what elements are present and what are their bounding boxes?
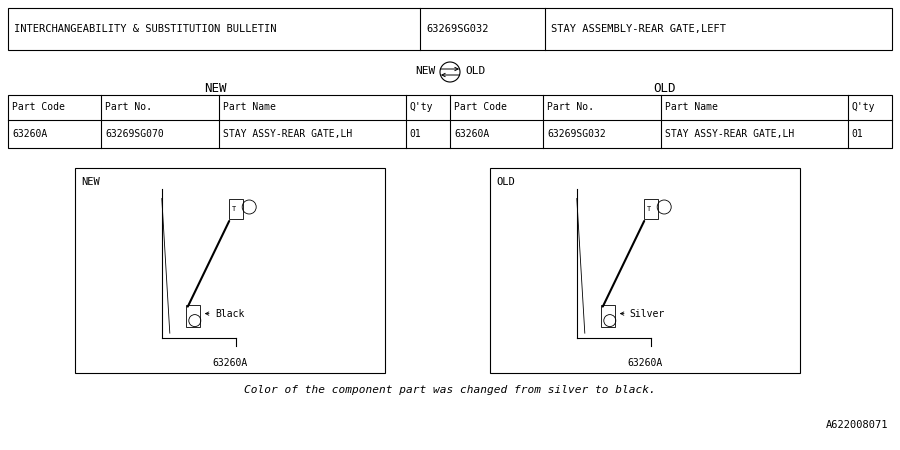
Text: T: T (647, 206, 652, 212)
Text: NEW: NEW (415, 66, 435, 76)
Text: 63269SG032: 63269SG032 (426, 24, 489, 34)
Bar (185, 305, 200, 327)
Text: STAY ASSY-REAR GATE,LH: STAY ASSY-REAR GATE,LH (223, 129, 353, 139)
Bar (601, 305, 615, 327)
Text: OLD: OLD (653, 81, 676, 94)
Text: 01: 01 (410, 129, 421, 139)
Text: Black: Black (215, 309, 244, 319)
Bar (490, 168, 800, 373)
Text: Part No.: Part No. (547, 103, 594, 112)
Text: 63269SG032: 63269SG032 (547, 129, 606, 139)
Text: Part Name: Part Name (223, 103, 276, 112)
Text: Part Code: Part Code (12, 103, 65, 112)
Bar (230, 199, 243, 219)
Text: 63260A: 63260A (627, 358, 662, 368)
Bar (8, 8, 892, 50)
Text: Part No.: Part No. (105, 103, 152, 112)
Bar (8, 95, 892, 148)
Text: INTERCHANGEABILITY & SUBSTITUTION BULLETIN: INTERCHANGEABILITY & SUBSTITUTION BULLET… (14, 24, 276, 34)
Text: A622008071: A622008071 (825, 420, 888, 430)
Text: 63260A: 63260A (12, 129, 47, 139)
Text: NEW: NEW (81, 177, 100, 187)
Text: STAY ASSY-REAR GATE,LH: STAY ASSY-REAR GATE,LH (665, 129, 795, 139)
Text: NEW: NEW (203, 81, 226, 94)
Text: Part Name: Part Name (665, 103, 718, 112)
Bar (75, 168, 385, 373)
Text: T: T (232, 206, 237, 212)
Bar (644, 199, 658, 219)
Text: Part Code: Part Code (454, 103, 507, 112)
Text: OLD: OLD (465, 66, 485, 76)
Text: OLD: OLD (496, 177, 515, 187)
Text: Color of the component part was changed from silver to black.: Color of the component part was changed … (244, 385, 656, 395)
Text: 63260A: 63260A (212, 358, 248, 368)
Text: 63269SG070: 63269SG070 (105, 129, 164, 139)
Text: 01: 01 (851, 129, 864, 139)
Text: Q'ty: Q'ty (410, 103, 433, 112)
Text: STAY ASSEMBLY-REAR GATE,LEFT: STAY ASSEMBLY-REAR GATE,LEFT (551, 24, 726, 34)
Text: 63260A: 63260A (454, 129, 490, 139)
Text: Q'ty: Q'ty (851, 103, 876, 112)
Text: Silver: Silver (630, 309, 665, 319)
